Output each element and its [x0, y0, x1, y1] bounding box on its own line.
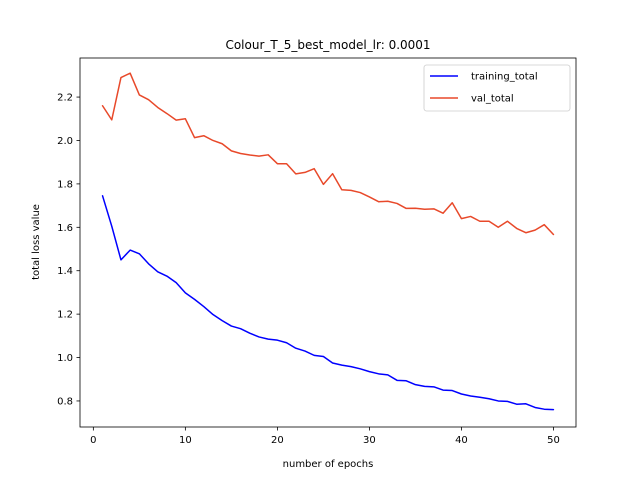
legend-box — [423, 64, 571, 112]
chart-title: Colour_T_5_best_model_lr: 0.0001 — [225, 38, 430, 52]
y-tick-label: 1.8 — [57, 179, 73, 190]
y-tick-label: 2.0 — [57, 136, 73, 147]
x-axis-label: number of epochs — [283, 459, 374, 470]
x-tick-label: 10 — [179, 435, 192, 446]
y-axis: 0.8 1.0 1.2 1.4 1.6 1.8 2.0 2.2 — [57, 93, 80, 407]
legend-label: val_total — [471, 94, 514, 105]
x-tick-label: 30 — [363, 435, 376, 446]
y-tick-label: 1.6 — [57, 223, 73, 234]
series-line-training-total — [101, 195, 555, 411]
legend-label: training_total — [471, 72, 538, 83]
plot-area — [79, 57, 577, 428]
y-tick-label: 0.8 — [57, 396, 73, 407]
y-tick-label: 1.0 — [57, 353, 73, 364]
x-tick-label: 40 — [455, 435, 468, 446]
series-layer — [101, 72, 555, 411]
y-tick-label: 1.2 — [57, 310, 73, 321]
x-tick-label: 0 — [90, 435, 96, 446]
x-axis: 0 10 20 30 40 50 — [90, 427, 560, 446]
series-line-val-total — [101, 72, 555, 236]
x-tick-label: 20 — [271, 435, 284, 446]
y-tick-label: 1.4 — [57, 266, 73, 277]
plot-frame — [79, 57, 577, 428]
x-tick-label: 50 — [547, 435, 560, 446]
y-tick-label: 2.2 — [57, 93, 73, 104]
y-axis-label: total loss value — [31, 204, 42, 280]
legend: training_total val_total — [423, 64, 571, 112]
